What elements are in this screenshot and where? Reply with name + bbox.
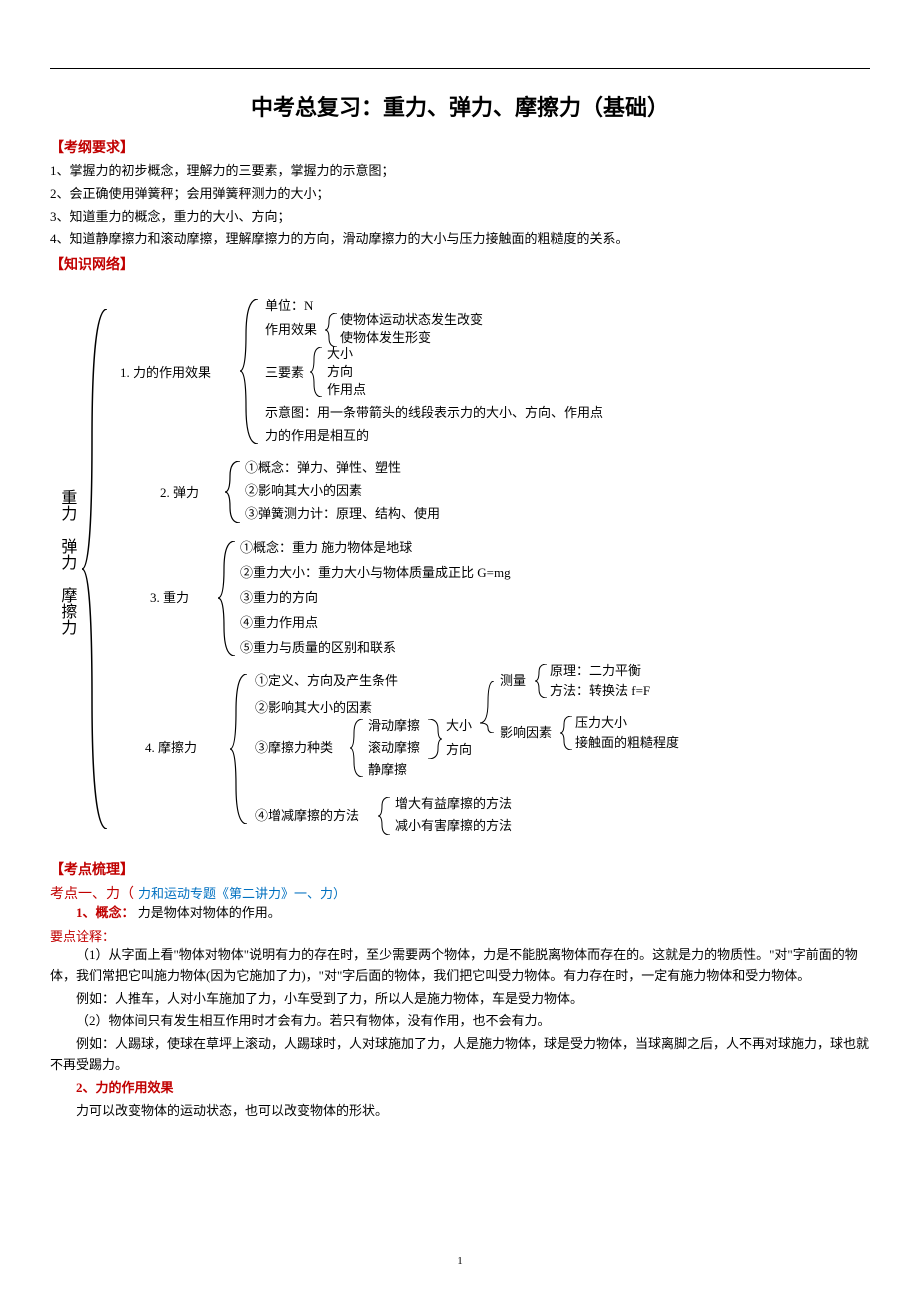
- kaodian-line1: 考点一、力（ 力和运动专题《第二讲力》一、力）: [50, 883, 870, 903]
- n4-slide-brace-icon: [428, 719, 444, 759]
- p2-text: 力可以改变物体的运动状态，也可以改变物体的形状。: [50, 1101, 870, 1122]
- p1-text: 力是物体对物体的作用。: [138, 905, 281, 920]
- n1-elements: 三要素: [265, 364, 304, 382]
- n2-3: ③弹簧测力计：原理、结构、使用: [245, 505, 440, 523]
- n4-measure-brace-icon: [535, 664, 549, 698]
- node3-brace-icon: [218, 541, 238, 656]
- n4-factor-brace-icon: [560, 716, 574, 750]
- header-rule: [50, 68, 870, 69]
- main-brace-icon: [82, 309, 112, 829]
- n4-3: ③摩擦力种类: [255, 739, 333, 757]
- n4-1: ①定义、方向及产生条件: [255, 672, 398, 690]
- page-number: 1: [0, 1255, 920, 1267]
- n3-1: ①概念：重力 施力物体是地球: [240, 539, 412, 557]
- n4-2: ②影响其大小的因素: [255, 699, 372, 717]
- node3-label: 3. 重力: [150, 589, 189, 607]
- req-3: 3、知道重力的概念，重力的大小、方向；: [50, 207, 870, 228]
- req-1: 1、掌握力的初步概念，理解力的三要素，掌握力的示意图；: [50, 161, 870, 182]
- n3-2: ②重力大小：重力大小与物体质量成正比 G=mg: [240, 564, 511, 582]
- node2-brace-icon: [225, 461, 243, 523]
- n4-f1: 压力大小: [575, 714, 627, 732]
- p1: 1、概念： 力是物体对物体的作用。: [50, 903, 870, 924]
- knowledge-diagram: 重力 弹力 摩擦力 1. 力的作用效果 单位：N 作用效果 使物体运动状态发生改…: [50, 289, 870, 849]
- n4-3c: 静摩擦: [368, 761, 407, 779]
- n4-4: ④增减摩擦的方法: [255, 807, 359, 825]
- kaodian-header: 【考点梳理】: [50, 859, 870, 879]
- p1-label: 1、概念：: [76, 905, 135, 920]
- kaodian-1a: 考点一、力（: [50, 887, 134, 902]
- n1-effect-brace-icon: [325, 313, 339, 347]
- n4-3-brace-icon: [350, 719, 366, 777]
- n4-3a: 滑动摩擦: [368, 717, 420, 735]
- req-2: 2、会正确使用弹簧秤；会用弹簧秤测力的大小；: [50, 184, 870, 205]
- n4-m1: 原理：二力平衡: [550, 662, 641, 680]
- n4-m2: 方法：转换法 f=F: [550, 682, 650, 700]
- n4-4b: 减小有害摩擦的方法: [395, 817, 512, 835]
- n2-2: ②影响其大小的因素: [245, 482, 362, 500]
- n3-3: ③重力的方向: [240, 589, 318, 607]
- n4-3b: 滚动摩擦: [368, 739, 420, 757]
- n1-effect2: 使物体发生形变: [340, 329, 431, 347]
- n4-4a: 增大有益摩擦的方法: [395, 795, 512, 813]
- n1-e3: 作用点: [327, 381, 366, 399]
- kaogang-header: 【考纲要求】: [50, 137, 870, 157]
- n1-mutual: 力的作用是相互的: [265, 427, 369, 445]
- n4-factor: 影响因素: [500, 724, 552, 742]
- n3-4: ④重力作用点: [240, 614, 318, 632]
- page-title: 中考总复习：重力、弹力、摩擦力（基础）: [50, 90, 870, 122]
- n4-measure: 测量: [500, 672, 526, 690]
- kaodian-1b: 力和运动专题《第二讲力》一、力）: [138, 886, 346, 901]
- n1-effect: 作用效果: [265, 321, 317, 339]
- n4-dir: 方向: [446, 741, 472, 759]
- n1-unit: 单位：N: [265, 297, 313, 315]
- node1-brace-icon: [240, 299, 260, 444]
- yaodian-header: 要点诠释：: [50, 926, 870, 945]
- p2: 2、力的作用效果: [50, 1078, 870, 1099]
- node1-label: 1. 力的作用效果: [120, 364, 211, 382]
- n1-diagram: 示意图：用一条带箭头的线段表示力的大小、方向、作用点: [265, 404, 603, 422]
- n4-f2: 接触面的粗糙程度: [575, 734, 679, 752]
- y1-ex: 例如：人推车，人对小车施加了力，小车受到了力，所以人是施力物体，车是受力物体。: [50, 989, 870, 1010]
- p2-label: 2、力的作用效果: [76, 1080, 174, 1095]
- y2-ex: 例如：人踢球，使球在草坪上滚动，人踢球时，人对球施加了力，人是施力物体，球是受力…: [50, 1034, 870, 1076]
- n1-e1: 大小: [327, 345, 353, 363]
- node4-label: 4. 摩擦力: [145, 739, 197, 757]
- n1-e2: 方向: [327, 363, 353, 381]
- zhishi-header: 【知识网络】: [50, 254, 870, 274]
- n4-size-brace-icon: [480, 681, 496, 733]
- n1-elements-brace-icon: [310, 347, 324, 397]
- n1-effect1: 使物体运动状态发生改变: [340, 311, 483, 329]
- n3-5: ⑤重力与质量的区别和联系: [240, 639, 396, 657]
- n2-1: ①概念：弹力、弹性、塑性: [245, 459, 401, 477]
- req-4: 4、知道静摩擦力和滚动摩擦，理解摩擦力的方向，滑动摩擦力的大小与压力接触面的粗糙…: [50, 229, 870, 250]
- node2-label: 2. 弹力: [160, 484, 199, 502]
- n4-size: 大小: [446, 717, 472, 735]
- y2: （2）物体间只有发生相互作用时才会有力。若只有物体，没有作用，也不会有力。: [50, 1011, 870, 1032]
- y1: （1）从字面上看"物体对物体"说明有力的存在时，至少需要两个物体，力是不能脱离物…: [50, 945, 870, 987]
- n4-4-brace-icon: [378, 797, 392, 835]
- node4-brace-icon: [230, 674, 250, 824]
- main-category-label: 重力 弹力 摩擦力: [55, 489, 77, 635]
